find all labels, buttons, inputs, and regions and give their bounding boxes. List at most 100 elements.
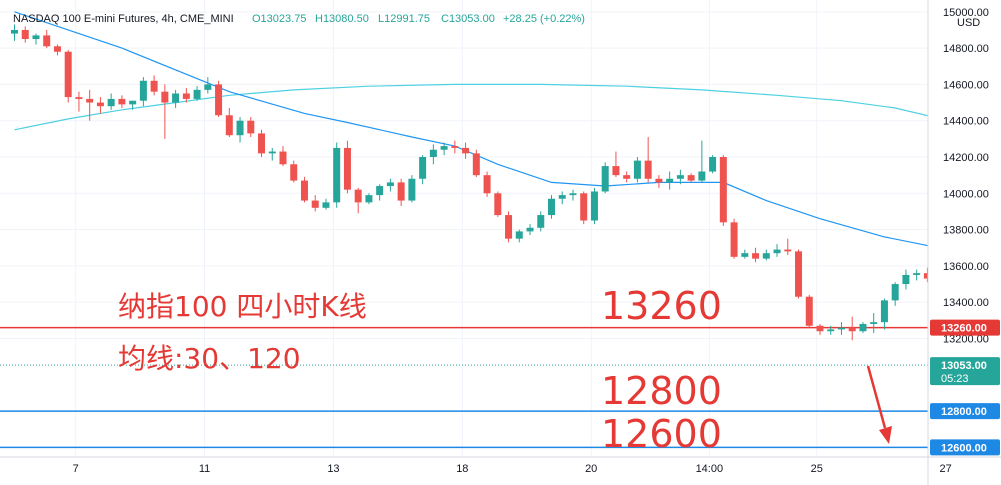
candle-body: [784, 249, 792, 252]
down-arrow-icon: [866, 365, 892, 444]
moving-averages: [14, 11, 982, 269]
candle-body: [376, 186, 384, 196]
currency-badge[interactable]: USD: [957, 17, 980, 29]
candle-body: [580, 193, 588, 221]
candle: [172, 89, 180, 108]
price-tick-label: 13800.00: [943, 225, 989, 237]
candle: [32, 33, 40, 45]
candle: [827, 325, 835, 335]
candle: [676, 169, 684, 185]
candle-body: [343, 147, 351, 190]
candle: [290, 160, 298, 183]
candle-body: [161, 91, 169, 103]
legend-high: H13080.50: [315, 13, 369, 25]
time-tick-label: 20: [585, 463, 597, 475]
candle: [816, 323, 824, 335]
candle-body: [590, 191, 598, 221]
candle: [462, 142, 470, 159]
candle: [590, 187, 598, 225]
candle-body: [655, 178, 663, 183]
candle-body: [182, 93, 190, 99]
candle-body: [419, 157, 427, 179]
price-label-countdown: 05:23: [941, 373, 969, 385]
candle-body: [172, 93, 180, 103]
candle: [472, 149, 480, 177]
candle-body: [741, 253, 749, 257]
annotations: 纳指100 四小时K线 均线:30、120 13260 12800 12600: [118, 284, 892, 456]
candle-body: [215, 84, 223, 116]
candle: [762, 249, 770, 261]
price-label: 12800.00: [930, 403, 1000, 420]
candle-body: [236, 120, 244, 136]
candle-body: [333, 147, 341, 203]
candle: [118, 95, 126, 108]
candle: [633, 157, 641, 183]
candle-body: [21, 29, 29, 40]
candle-body: [837, 327, 845, 330]
candle: [451, 140, 459, 154]
candle: [365, 193, 373, 205]
candle-body: [913, 273, 921, 275]
candle: [644, 137, 652, 183]
candle: [247, 117, 255, 138]
candle: [386, 178, 394, 192]
candle: [311, 195, 319, 212]
candle: [580, 191, 588, 225]
price-label-bg: [930, 319, 1000, 336]
candle: [623, 171, 631, 183]
candle: [870, 313, 878, 334]
time-tick-label: 11: [199, 463, 210, 475]
candle-body: [129, 100, 137, 105]
candle: [859, 322, 867, 334]
candle: [698, 140, 706, 183]
candle: [719, 155, 727, 226]
price-tick-label: 14600.00: [943, 79, 989, 91]
horizontal-lines: [0, 326, 928, 449]
price-tick-label: 15000.00: [943, 7, 989, 19]
candle: [96, 97, 104, 114]
candle-body: [569, 193, 577, 196]
candle: [752, 247, 760, 263]
candle-body: [300, 180, 308, 201]
candle: [880, 298, 888, 330]
candle: [891, 282, 899, 306]
candle: [687, 173, 695, 183]
candle-body: [752, 253, 760, 259]
candle-body: [64, 51, 72, 98]
price-label: 13260.00: [930, 319, 1000, 336]
candle: [655, 175, 663, 188]
candle-body: [268, 151, 276, 154]
candle-body: [322, 202, 330, 208]
ma120-line: [14, 83, 982, 140]
candle-body: [386, 182, 394, 187]
time-tick-label: 25: [811, 463, 823, 475]
candle: [268, 147, 276, 161]
price-tick-label: 14800.00: [943, 43, 989, 55]
price-tick-label: 13600.00: [943, 261, 989, 273]
candle: [848, 316, 856, 341]
time-tick-label: 7: [73, 463, 79, 475]
price-tick-label: 14400.00: [943, 116, 989, 128]
candle: [64, 49, 72, 103]
candle: [300, 176, 308, 203]
candle: [53, 44, 61, 56]
candle-body: [408, 178, 416, 201]
candle-body: [548, 198, 555, 216]
candle-body: [483, 175, 491, 194]
candle-body: [139, 80, 147, 101]
candle: [129, 100, 137, 110]
candle: [193, 86, 201, 101]
candle-body: [633, 160, 641, 179]
price-tick-label: 14000.00: [943, 188, 989, 200]
candle: [75, 91, 83, 112]
candle-body: [429, 149, 437, 157]
candle: [354, 187, 362, 214]
candle: [139, 77, 147, 107]
annotation-level-3: 12600: [601, 412, 722, 456]
price-label-bg: [930, 439, 1000, 456]
price-label-text: 13053.00: [941, 360, 987, 372]
candle: [784, 238, 792, 255]
candle-body: [870, 322, 878, 324]
